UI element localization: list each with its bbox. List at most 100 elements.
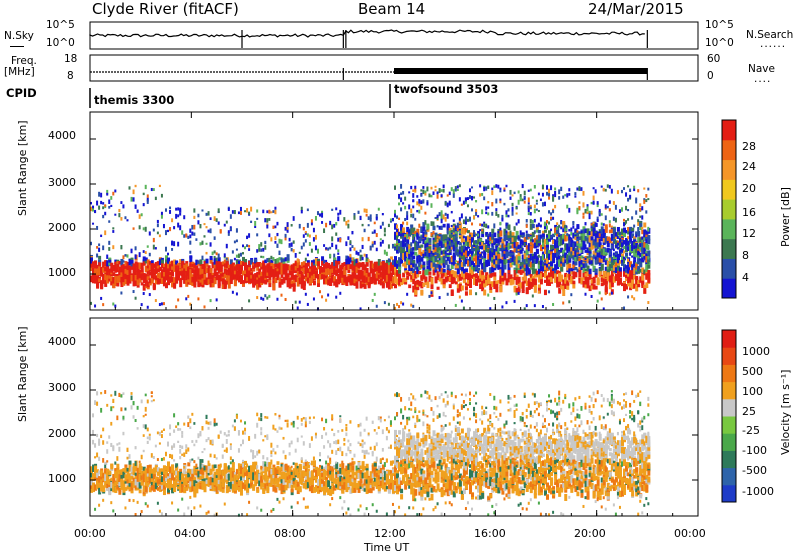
data-cell-sparse bbox=[349, 240, 352, 245]
data-cell bbox=[446, 264, 450, 270]
data-cell-sparse bbox=[481, 209, 484, 215]
data-cell bbox=[412, 278, 416, 285]
data-cell bbox=[391, 264, 395, 270]
data-cell-sparse bbox=[414, 230, 417, 234]
data-cell bbox=[152, 276, 156, 280]
data-cell bbox=[282, 277, 286, 283]
data-cell bbox=[203, 270, 207, 277]
data-cell-sparse bbox=[633, 188, 636, 192]
data-cell-sparse bbox=[412, 239, 415, 244]
data-cell-sparse bbox=[505, 184, 508, 188]
data-cell bbox=[296, 281, 300, 287]
data-cell bbox=[558, 272, 562, 277]
data-cell bbox=[511, 278, 515, 285]
data-cell bbox=[639, 245, 643, 251]
data-cell bbox=[548, 233, 552, 239]
data-cell bbox=[552, 245, 556, 250]
data-cell bbox=[412, 251, 416, 255]
data-cell bbox=[396, 240, 400, 247]
data-cell-sparse bbox=[610, 188, 613, 194]
data-cell-sparse bbox=[276, 243, 279, 248]
data-cell bbox=[400, 258, 404, 264]
data-cell-sparse bbox=[503, 202, 506, 206]
data-cell bbox=[290, 280, 294, 284]
data-cell bbox=[525, 245, 529, 250]
data-cell bbox=[92, 473, 96, 480]
data-cell-sparse bbox=[473, 215, 476, 219]
data-cell bbox=[529, 281, 533, 289]
data-cell-sparse bbox=[420, 189, 423, 192]
data-cell bbox=[270, 269, 274, 273]
data-cell-sparse bbox=[588, 210, 591, 214]
data-cell-sparse bbox=[574, 251, 577, 256]
data-cell-sparse bbox=[629, 233, 632, 239]
data-cell-sparse bbox=[217, 208, 220, 213]
data-cell-sparse bbox=[521, 254, 524, 260]
data-cell bbox=[229, 264, 233, 268]
data-cell bbox=[635, 252, 639, 258]
data-cell bbox=[158, 266, 162, 271]
data-cell bbox=[371, 275, 375, 280]
data-cell bbox=[321, 256, 325, 263]
data-cell-sparse bbox=[471, 186, 474, 189]
data-cell bbox=[456, 222, 460, 227]
data-cell bbox=[582, 280, 586, 288]
data-cell bbox=[586, 277, 590, 283]
data-cell bbox=[132, 279, 136, 287]
data-cell bbox=[112, 282, 116, 289]
data-cell bbox=[436, 247, 440, 253]
data-cell bbox=[515, 287, 519, 295]
data-cell bbox=[345, 276, 349, 281]
data-cell bbox=[325, 264, 329, 272]
data-cell bbox=[600, 233, 604, 240]
data-cell bbox=[582, 263, 586, 269]
data-cell bbox=[343, 278, 347, 283]
data-cell-sparse bbox=[120, 217, 123, 221]
data-cell bbox=[495, 287, 499, 293]
data-cell bbox=[162, 269, 166, 273]
data-cell bbox=[402, 253, 406, 261]
data-cell bbox=[543, 229, 547, 233]
data-cell bbox=[456, 283, 460, 290]
data-cell bbox=[574, 266, 578, 271]
data-cell bbox=[377, 259, 381, 266]
data-cell bbox=[537, 274, 541, 282]
data-cell-sparse bbox=[408, 191, 411, 194]
data-cell bbox=[495, 249, 499, 255]
data-cell bbox=[513, 261, 517, 266]
data-cell-sparse bbox=[495, 251, 498, 256]
data-cell bbox=[333, 276, 337, 282]
data-cell bbox=[114, 279, 118, 287]
data-cell bbox=[509, 262, 513, 268]
data-cell bbox=[286, 282, 290, 288]
data-cell-sparse bbox=[329, 253, 332, 258]
data-cell bbox=[294, 264, 298, 271]
data-cell-sparse bbox=[193, 215, 196, 219]
data-cell bbox=[98, 470, 102, 475]
data-cell bbox=[625, 265, 629, 272]
data-cell bbox=[438, 258, 442, 262]
data-cell bbox=[527, 234, 531, 238]
data-cell bbox=[481, 285, 485, 292]
data-cell-sparse bbox=[499, 198, 502, 201]
data-cell-sparse bbox=[614, 217, 617, 223]
data-cell-sparse bbox=[92, 439, 95, 445]
data-cell bbox=[110, 276, 114, 282]
data-cell bbox=[570, 268, 574, 272]
data-cell bbox=[361, 270, 365, 275]
data-cell bbox=[620, 230, 624, 235]
data-cell bbox=[602, 229, 606, 235]
data-cell bbox=[197, 280, 201, 287]
data-cell-sparse bbox=[487, 206, 490, 209]
data-cell bbox=[422, 266, 426, 274]
data-cell bbox=[296, 277, 300, 283]
data-cell-sparse bbox=[446, 213, 449, 219]
data-cell-sparse bbox=[432, 191, 435, 195]
data-cell bbox=[608, 275, 612, 283]
data-cell-sparse bbox=[629, 194, 632, 199]
data-cell-sparse bbox=[367, 216, 370, 220]
data-cell bbox=[633, 246, 637, 254]
data-cell bbox=[319, 275, 323, 280]
data-cell bbox=[414, 263, 418, 270]
data-cell-sparse bbox=[189, 228, 192, 233]
